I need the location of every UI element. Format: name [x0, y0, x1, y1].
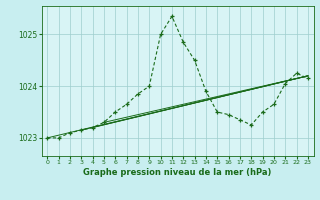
X-axis label: Graphe pression niveau de la mer (hPa): Graphe pression niveau de la mer (hPa) [84, 168, 272, 177]
